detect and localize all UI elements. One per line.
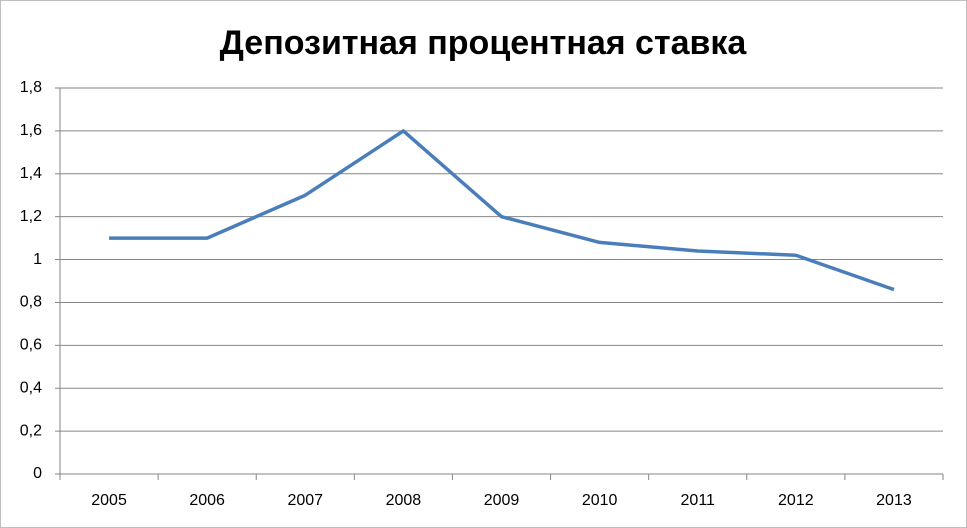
y-tick-label: 1,4: [20, 165, 42, 182]
y-tick-label: 0: [33, 465, 42, 482]
x-tick-label: 2006: [189, 492, 225, 509]
x-tick-label: 2013: [876, 492, 912, 509]
x-tick-label: 2009: [484, 492, 520, 509]
y-tick-label: 1: [33, 251, 42, 268]
y-tick-label: 1,8: [20, 79, 42, 96]
y-tick-label: 1,6: [20, 122, 42, 139]
x-tick-label: 2012: [778, 492, 814, 509]
y-tick-label: 1,2: [20, 208, 42, 225]
y-tick-label: 0,6: [20, 337, 42, 354]
x-tick-label: 2011: [681, 492, 716, 509]
x-tick-label: 2008: [386, 492, 422, 509]
x-tick-label: 2010: [582, 492, 618, 509]
y-tick-label: 0,4: [20, 379, 42, 396]
x-tick-label: 2005: [91, 492, 127, 509]
data-line: [109, 129, 895, 292]
y-tick-label: 0,2: [20, 422, 42, 439]
y-tick-label: 0,8: [20, 294, 42, 311]
x-tick-label: 2007: [287, 492, 323, 509]
chart-title: Депозитная процентная ставка: [220, 24, 748, 62]
